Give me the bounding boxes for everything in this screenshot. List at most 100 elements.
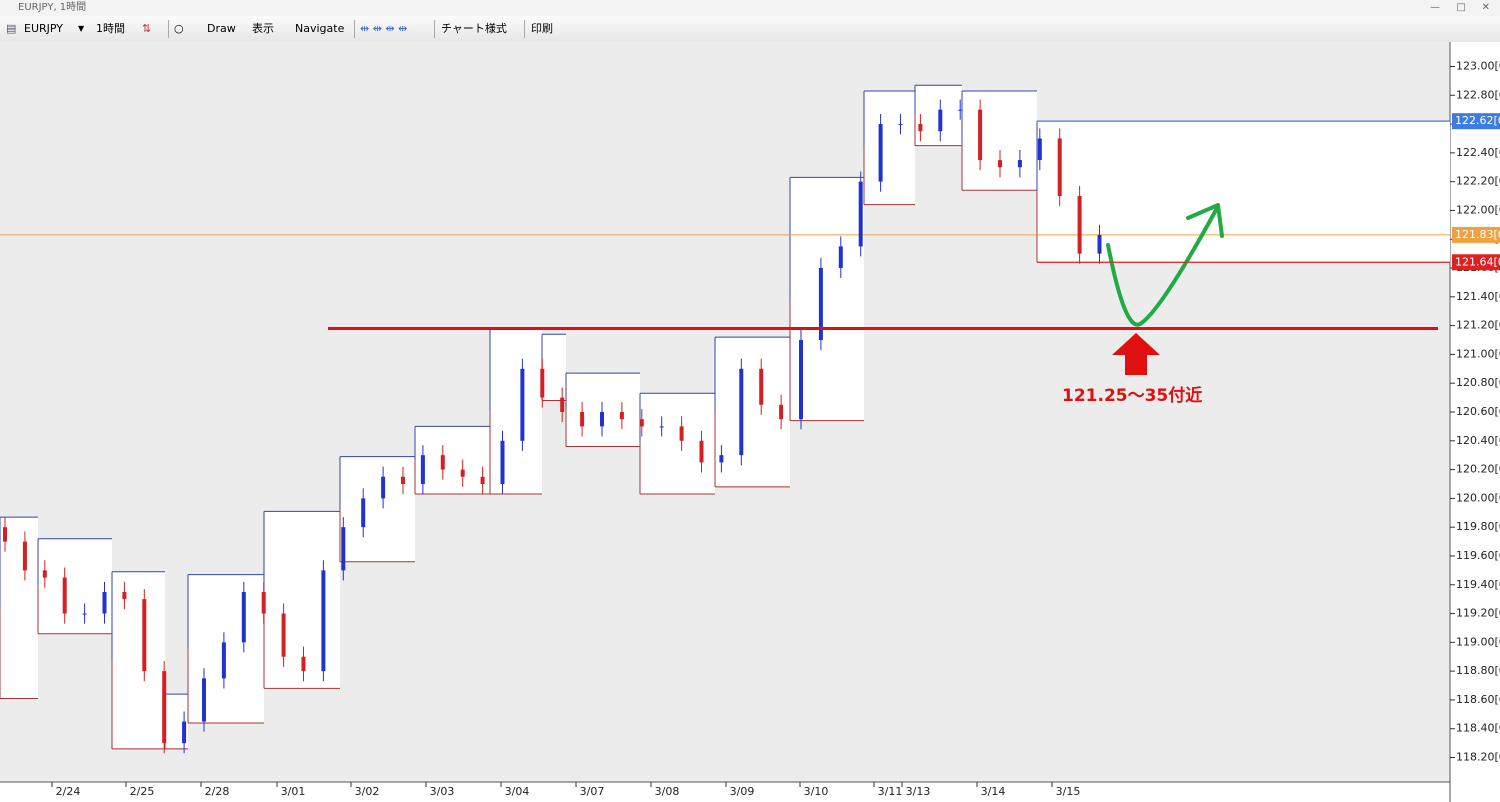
candle-body	[719, 455, 724, 463]
y-tick-label: 120.80[0	[1456, 376, 1500, 389]
candle-body	[858, 181, 863, 247]
y-tick-label: 120.00[0	[1456, 491, 1500, 504]
day-range-box	[415, 426, 490, 495]
x-tick-label: 3/07	[580, 785, 605, 798]
candle-body	[42, 570, 47, 578]
y-tick-label: 119.60[0	[1456, 549, 1500, 562]
candle-icon[interactable]: ⇅	[142, 22, 152, 35]
x-tick-label: 3/13	[906, 785, 931, 798]
day-range-box	[340, 456, 415, 562]
candle-body	[978, 109, 983, 161]
price-marker-label: 121.64[0	[1455, 255, 1500, 268]
price-marker-label: 122.62[0	[1455, 114, 1500, 127]
x-tick-label: 3/01	[281, 785, 306, 798]
candle-body	[62, 577, 67, 614]
candle-body	[500, 440, 505, 484]
day-range-box	[864, 90, 915, 205]
candle-body	[998, 160, 1002, 168]
day-range-box	[566, 373, 640, 447]
chart-style-menu[interactable]: チャート様式	[441, 22, 507, 35]
candle-body	[1017, 160, 1022, 168]
chart-icon: ▤	[6, 22, 17, 35]
symbol-select[interactable]: EURJPY	[24, 22, 63, 35]
candle-body	[779, 404, 784, 420]
day-range-box	[188, 574, 264, 723]
candle-body	[1077, 196, 1082, 254]
price-marker	[1452, 254, 1500, 271]
navigate-menu[interactable]: Navigate	[295, 22, 345, 35]
candle-body	[838, 246, 843, 269]
forecast-curve	[1106, 208, 1218, 327]
y-tick-label: 118.20[0	[1456, 751, 1500, 764]
candle-body	[3, 527, 7, 542]
candle-body	[600, 412, 604, 427]
candle-body	[261, 591, 266, 614]
candle-body	[22, 541, 27, 571]
price-marker	[1452, 226, 1500, 243]
candle-body	[142, 599, 147, 672]
candle-body	[301, 656, 306, 672]
x-tick-label: 2/28	[205, 785, 230, 798]
close[interactable]: ✕	[1481, 2, 1490, 13]
window-title: EURJPY, 1時間	[18, 2, 87, 13]
chart: 121.25〜35付近123.00[0122.80[0122.60[0122.4…	[0, 42, 1500, 802]
x-tick-label: 3/04	[505, 785, 530, 798]
price-marker-label: 121.83[0	[1455, 228, 1500, 241]
x-tick-label: 3/03	[430, 785, 455, 798]
print-menu[interactable]: 印刷	[531, 22, 553, 35]
candle-body	[739, 368, 744, 456]
candle-body	[182, 721, 187, 744]
zoom-tools[interactable]: ⇹ ⇹ ⇹ ⇹	[360, 22, 408, 35]
title-bar: EURJPY, 1時間 — □ ✕	[0, 0, 1500, 16]
candle-body	[619, 412, 624, 420]
x-tick-label: 3/09	[730, 785, 755, 798]
y-tick-label: 120.60[0	[1456, 405, 1500, 418]
y-tick-label: 121.40[0	[1456, 290, 1500, 303]
view-menu[interactable]: 表示	[252, 22, 274, 35]
draw-menu[interactable]: Draw	[207, 22, 236, 35]
candle-body	[918, 124, 923, 132]
candle-body	[281, 613, 286, 657]
candle-body	[221, 642, 226, 679]
day-range-box	[640, 393, 715, 495]
candle-body	[1097, 234, 1102, 254]
forecast-arrowhead	[1186, 203, 1224, 238]
up-arrow	[1112, 333, 1160, 375]
candle-body	[878, 124, 883, 182]
candle-body	[460, 469, 465, 477]
minimize[interactable]: —	[1430, 2, 1440, 13]
candle-body	[341, 527, 346, 571]
day-range-box	[1037, 121, 1450, 263]
y-tick-label: 119.00[0	[1456, 635, 1500, 648]
candle-body	[381, 476, 386, 499]
annotation: 121.25〜35付近	[1062, 385, 1202, 406]
price-marker	[1452, 113, 1500, 130]
x-tick-label: 3/10	[804, 785, 829, 798]
candle-body	[440, 455, 445, 470]
candle-body	[898, 124, 903, 126]
candle-body	[480, 476, 485, 484]
candle-body	[162, 671, 167, 744]
y-tick-label: 120.20[0	[1456, 463, 1500, 476]
shape-tool[interactable]: ○	[174, 22, 184, 35]
x-tick-label: 2/25	[130, 785, 155, 798]
candle-body	[82, 613, 87, 615]
candle-body	[202, 678, 206, 722]
candle-body	[1057, 138, 1062, 197]
price-axis	[1450, 42, 1500, 802]
timeframe-select[interactable]: 1時間	[96, 22, 125, 35]
candle-body	[818, 268, 823, 341]
maximize[interactable]: □	[1456, 2, 1466, 13]
y-tick-label: 121.00[0	[1456, 347, 1500, 360]
y-tick-label: 118.60[0	[1456, 693, 1500, 706]
y-tick-label: 120.40[0	[1456, 434, 1500, 447]
candle-body	[241, 591, 246, 643]
x-tick-label: 3/02	[355, 785, 380, 798]
candle-body	[679, 426, 684, 441]
x-tick-label: 2/24	[56, 785, 81, 798]
dropdown-arrow[interactable]: ▼	[78, 24, 85, 33]
candle-body	[1037, 138, 1042, 161]
y-tick-label: 119.80[0	[1456, 520, 1500, 533]
y-tick-label: 121.20[0	[1456, 319, 1500, 332]
